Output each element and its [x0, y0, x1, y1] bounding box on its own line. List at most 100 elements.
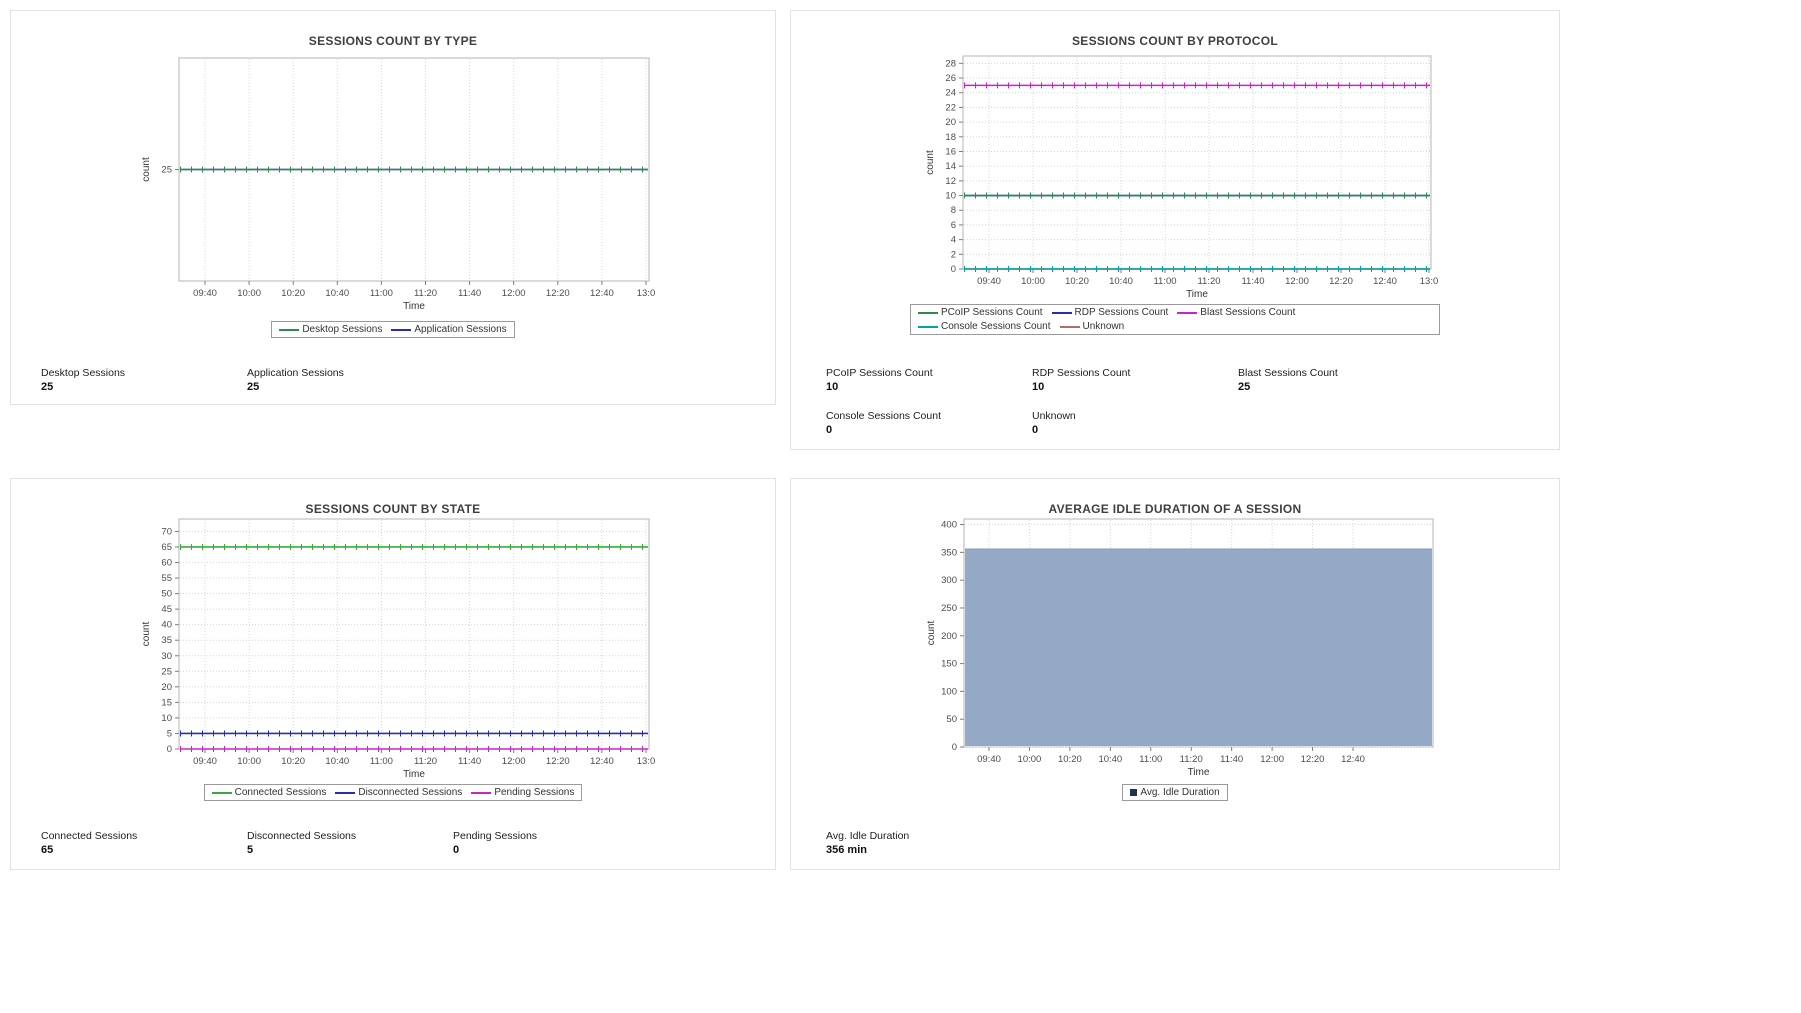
- chart-canvas-sessions-count-by-type: 09:40 10:00 10:20 10:40 11:00 11:20 11:40 12:00…: [141, 57, 655, 312]
- y-tick-label: 70: [161, 526, 172, 537]
- x-tick-label: 09:40: [977, 276, 1001, 287]
- x-tick-label: 12:40: [590, 288, 614, 299]
- legend-item-desktop-sessions: Desktop Sessions: [279, 324, 382, 335]
- stat-label: Unknown: [1032, 410, 1076, 422]
- stat-value: 10: [1032, 381, 1045, 393]
- x-tick-label: 11:40: [1241, 276, 1264, 287]
- stat-label: PCoIP Sessions Count: [826, 367, 933, 379]
- x-tick-label: 12:20: [546, 288, 570, 299]
- chart-title: SESSIONS COUNT BY STATE: [305, 502, 481, 516]
- legend-swatch: [918, 311, 938, 314]
- avg-idle-duration-legend: Avg. Idle Duration: [791, 784, 1559, 801]
- stat-label: Blast Sessions Count: [1238, 367, 1338, 379]
- y-tick-label: 26: [945, 73, 956, 84]
- stat-application-sessions: Application Sessions 25: [247, 367, 453, 393]
- y-tick-label: 28: [945, 58, 956, 69]
- y-tick-label: 30: [161, 651, 172, 662]
- legend-swatch: [918, 325, 938, 328]
- y-tick-label: 25: [161, 666, 172, 677]
- legend-label: Unknown: [1082, 321, 1125, 332]
- y-tick-label: 40: [161, 620, 172, 631]
- x-tick-label: 12:20: [546, 756, 570, 767]
- x-tick-label: 09:40: [193, 756, 217, 767]
- stat-value: 65: [41, 844, 54, 856]
- stat-value: 10: [826, 381, 839, 393]
- y-tick-label: 5: [167, 728, 172, 739]
- x-tick-label: 12:00: [502, 288, 526, 299]
- legend-item-pcoip-sessions-count: PCoIP Sessions Count: [918, 307, 1043, 318]
- legend-label: Application Sessions: [414, 324, 507, 335]
- y-tick-label: 60: [161, 558, 172, 569]
- stat-desktop-sessions: Desktop Sessions 25: [41, 367, 247, 393]
- x-tick-label: 10:40: [325, 756, 349, 767]
- x-tick-label: 12:00: [1260, 754, 1284, 765]
- x-tick-label: 11:00: [370, 756, 393, 767]
- x-tick-label: 11:00: [1139, 754, 1162, 765]
- y-tick-label: 10: [161, 713, 172, 724]
- panel-average-idle-duration: 09:40 10:00 10:20 10:40 11:00 11:20 11:40 12:00…: [790, 478, 1560, 870]
- chart-title: SESSIONS COUNT BY TYPE: [308, 34, 478, 48]
- legend-label: Desktop Sessions: [302, 324, 383, 335]
- y-tick-label: 4: [951, 235, 956, 246]
- panel-sessions-count-by-protocol: 09:40 10:00 10:20 10:40 11:00 11:20 11:40 12:00…: [790, 10, 1560, 450]
- y-tick-label: 0: [167, 744, 172, 755]
- sessions-by-type-stats: Desktop Sessions 25 Application Sessions 25: [41, 367, 659, 393]
- x-tick-label: 12:20: [1329, 276, 1353, 287]
- avg-idle-duration-chart: 09:40 10:00 10:20 10:40 11:00 11:20 11:40 12:00…: [791, 479, 1561, 780]
- stat-label: Console Sessions Count: [826, 410, 941, 422]
- x-tick-label: 12:20: [1301, 754, 1325, 765]
- sessions-by-protocol-legend: PCoIP Sessions Count RDP Sessions Count Bl…: [791, 304, 1559, 335]
- legend-label: Avg. Idle Duration: [1140, 787, 1220, 798]
- y-tick-label: 55: [161, 573, 172, 584]
- legend-label: Disconnected Sessions: [358, 787, 463, 798]
- y-tick-label: 0: [952, 742, 957, 753]
- y-tick-label: 24: [945, 88, 956, 99]
- chart-canvas-sessions-count-by-state: 09:40 10:00 10:20 10:40 11:00 11:20 11:40 12:00…: [141, 518, 655, 780]
- chart-title: AVERAGE IDLE DURATION OF A SESSION: [1048, 502, 1302, 516]
- legend-swatch: [1059, 325, 1080, 328]
- chart-title: SESSIONS COUNT BY PROTOCOL: [1071, 34, 1279, 48]
- y-tick-label: 14: [945, 161, 956, 172]
- stat-label: RDP Sessions Count: [1032, 367, 1131, 379]
- legend-item-unknown: Unknown: [1059, 321, 1125, 332]
- legend-item-console-sessions-count: Console Sessions Count: [918, 321, 1051, 332]
- legend-box: Avg. Idle Duration: [1122, 784, 1228, 801]
- legend-item-avg-idle-duration: Avg. Idle Duration: [1130, 787, 1220, 798]
- panel-sessions-count-by-state: 09:40 10:00 10:20 10:40 11:00 11:20 11:40 12:00…: [10, 478, 776, 870]
- stat-value: 5: [247, 844, 254, 856]
- x-tick-label: 12:00: [1285, 276, 1309, 287]
- y-tick-label: 16: [945, 146, 956, 157]
- x-tick-label: 10:20: [1065, 276, 1089, 287]
- stat-disconnected-sessions: Disconnected Sessions 5: [247, 830, 453, 856]
- stat-value: 356 min: [826, 844, 867, 856]
- x-tick-label: 10:40: [1098, 754, 1122, 765]
- sessions-by-protocol-stats: PCoIP Sessions Count 10 RDP Sessions Count…: [826, 367, 1444, 436]
- stat-connected-sessions: Connected Sessions 65: [41, 830, 247, 856]
- y-tick-label: 10: [945, 191, 956, 202]
- legend-swatch: [335, 791, 356, 794]
- x-tick-label: 10:20: [281, 756, 305, 767]
- stat-value: 0: [453, 844, 460, 856]
- sessions-by-state-stats: Connected Sessions 65 Disconnected Session…: [41, 830, 659, 856]
- legend-item-connected-sessions: Connected Sessions: [211, 787, 326, 798]
- legend-swatch: [279, 328, 300, 331]
- y-tick-label: 250: [941, 603, 957, 614]
- sessions-by-protocol-chart: 09:40 10:00 10:20 10:40 11:00 11:20 11:40 12:00…: [791, 11, 1561, 302]
- stat-label: Desktop Sessions: [41, 367, 126, 379]
- y-tick-label: 200: [941, 631, 957, 642]
- panel-sessions-count-by-type: 09:40 10:00 10:20 10:40 11:00 11:20 11:40 12:00…: [10, 10, 776, 405]
- y-tick-label: 350: [941, 547, 957, 558]
- stat-value: 25: [41, 381, 54, 393]
- legend-item-application-sessions: Application Sessions: [391, 324, 507, 335]
- x-tick-label: 10:00: [1021, 276, 1045, 287]
- x-tick-label: 12:00: [502, 756, 526, 767]
- y-axis-label: count: [925, 150, 936, 175]
- stat-label: Connected Sessions: [41, 830, 138, 842]
- stat-pending-sessions: Pending Sessions 0: [453, 830, 659, 856]
- legend-item-pending-sessions: Pending Sessions: [471, 787, 574, 798]
- x-axis-label: Time: [403, 769, 425, 780]
- x-tick-label: 11:20: [1197, 276, 1220, 287]
- chart-canvas-sessions-count-by-protocol: 09:40 10:00 10:20 10:40 11:00 11:20 11:40 12:00…: [925, 55, 1438, 300]
- y-tick-label: 6: [951, 220, 956, 231]
- x-tick-label: 11:20: [414, 756, 437, 767]
